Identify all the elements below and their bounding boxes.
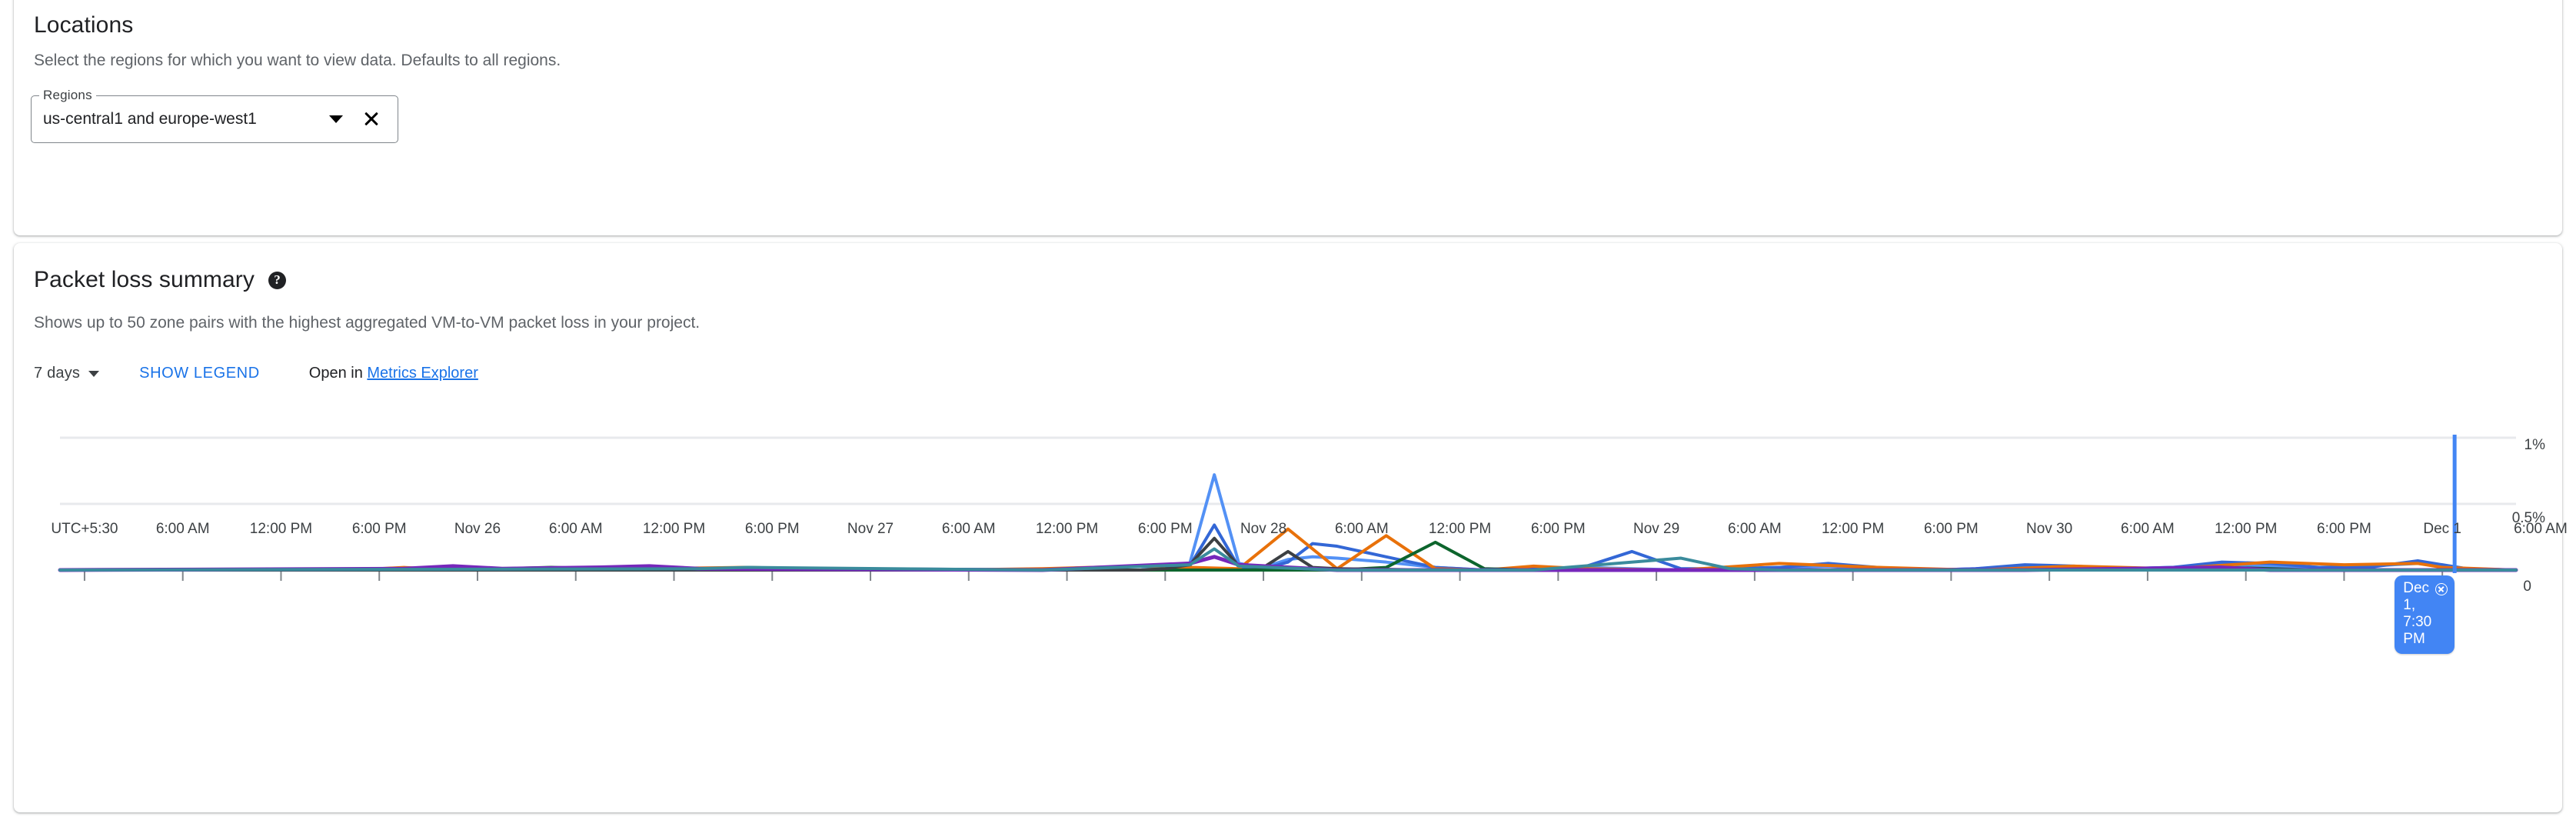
packet-loss-chart[interactable] (14, 416, 2562, 616)
regions-select[interactable]: Regions us-central1 and europe-west1 (31, 88, 398, 143)
packet-loss-header: Packet loss summary ? (34, 266, 286, 294)
locations-card: Locations Select the regions for which y… (14, 0, 2562, 235)
chart-toolbar: 7 days SHOW LEGEND Open in Metrics Explo… (34, 365, 478, 382)
metrics-explorer-link[interactable]: Metrics Explorer (367, 365, 478, 382)
chevron-down-icon[interactable] (326, 95, 346, 143)
cursor-tooltip-line2: 7:30 (2403, 614, 2432, 630)
regions-select-label: Regions (39, 88, 96, 103)
y-axis-tick-0: 0 (2523, 579, 2531, 595)
locations-subtitle: Select the regions for which you want to… (34, 52, 561, 69)
y-axis-tick-1pct: 1% (2524, 437, 2545, 453)
close-icon (362, 110, 381, 128)
y-axis-tick-05pct: 0.5% (2511, 510, 2545, 526)
cursor-tooltip-text: Dec 1, 7:30 PM (2403, 580, 2432, 648)
packet-loss-title: Packet loss summary (34, 267, 255, 292)
clear-regions-button[interactable] (358, 95, 384, 143)
close-icon[interactable] (2435, 583, 2448, 595)
time-range-select[interactable]: 7 days (34, 365, 100, 382)
cursor-tooltip[interactable]: Dec 1, 7:30 PM (2395, 575, 2455, 654)
chart-series-series-orange (58, 527, 2518, 572)
open-in-prefix: Open in (308, 365, 363, 382)
packet-loss-subtitle: Shows up to 50 zone pairs with the highe… (34, 314, 701, 332)
help-icon[interactable]: ? (268, 271, 286, 289)
chart-series-series-light-blue (58, 473, 2518, 572)
chart-series-series-blue (58, 523, 2518, 572)
chevron-down-icon (88, 370, 100, 377)
time-range-value: 7 days (34, 365, 81, 382)
cursor-tooltip-line3: PM (2403, 631, 2425, 647)
regions-select-value: us-central1 and europe-west1 (43, 110, 257, 128)
show-legend-button[interactable]: SHOW LEGEND (139, 365, 260, 382)
chevron-down-glyph (329, 115, 343, 123)
cursor-tooltip-line1: Dec 1, (2403, 580, 2430, 613)
chart-series-series-teal (58, 547, 2518, 572)
packet-loss-card: Packet loss summary ? Shows up to 50 zon… (14, 243, 2568, 812)
chart-series-series-slate (58, 536, 2518, 572)
chart-canvas[interactable] (14, 416, 2562, 616)
locations-title: Locations (34, 12, 134, 38)
open-in-label: Open in Metrics Explorer (309, 365, 478, 382)
